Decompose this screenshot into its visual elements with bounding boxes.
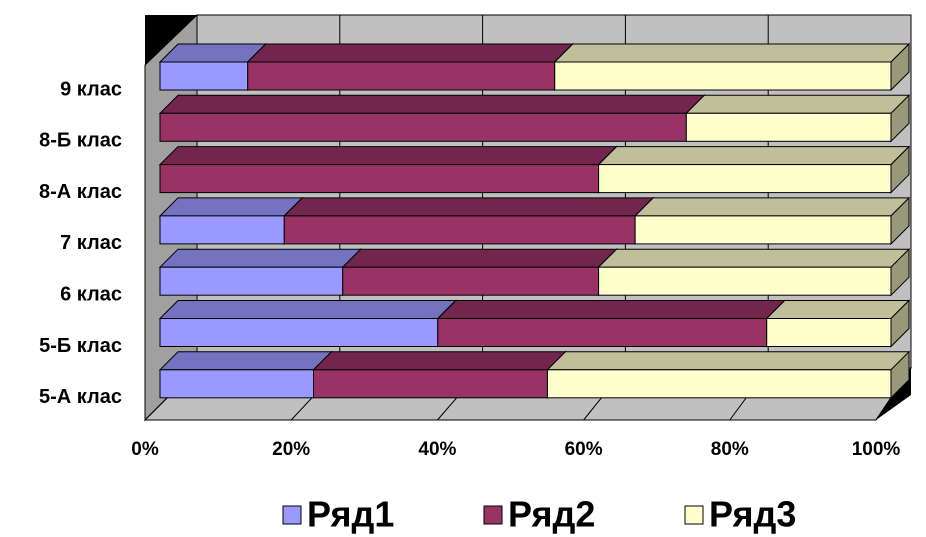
bar — [546, 369, 892, 399]
bar-top — [341, 248, 618, 268]
bar-top — [158, 248, 362, 268]
legend-swatch — [684, 505, 704, 525]
bar — [766, 318, 892, 347]
bar — [159, 266, 344, 296]
bar-top — [765, 300, 911, 319]
bar — [159, 215, 285, 245]
bar-top — [633, 197, 911, 217]
bar-top — [158, 197, 304, 217]
x-tick-label: 40% — [418, 439, 456, 460]
bar — [313, 369, 548, 399]
x-tick-label: 20% — [272, 439, 310, 460]
bar-top — [685, 94, 911, 114]
bar — [554, 61, 892, 91]
bar-top — [158, 351, 333, 371]
bar — [283, 215, 636, 245]
category-label: 9 клас — [60, 78, 122, 100]
bar — [598, 164, 892, 194]
category-label: 6 клас — [60, 283, 122, 305]
bar — [437, 318, 768, 347]
category-label: 7 клас — [60, 232, 122, 254]
legend-swatch — [282, 505, 302, 525]
bar — [159, 61, 249, 91]
bar-top — [283, 197, 655, 217]
bar-top — [597, 146, 911, 166]
x-tick-label: 0% — [131, 439, 159, 460]
bar-top — [158, 146, 618, 166]
bar-top — [158, 300, 457, 319]
bar-top — [546, 351, 911, 371]
bar-top — [246, 43, 574, 63]
x-tick-label: 80% — [711, 439, 749, 460]
bar — [342, 266, 600, 296]
legend-label: Ряд3 — [709, 494, 796, 535]
bar — [634, 215, 892, 245]
category-label: 5-А клас — [39, 386, 122, 408]
bar-top — [158, 94, 706, 114]
legend-swatch — [483, 505, 503, 525]
legend-label: Ряд2 — [508, 494, 595, 535]
bar — [247, 61, 556, 91]
bar — [159, 369, 315, 399]
bar-top — [312, 351, 567, 371]
x-tick-label: 60% — [565, 439, 603, 460]
category-label: 5-Б клас — [39, 335, 122, 357]
category-label: 8-А клас — [39, 181, 122, 203]
bar — [598, 266, 892, 296]
bar — [159, 318, 439, 347]
category-label: 8-Б клас — [39, 130, 122, 152]
bar — [685, 112, 892, 142]
bar — [159, 112, 687, 142]
x-tick-label: 100% — [852, 439, 901, 460]
bar — [159, 164, 600, 194]
legend-label: Ряд1 — [307, 494, 394, 535]
bar-top — [553, 43, 911, 63]
corner — [145, 15, 197, 65]
bar-top — [597, 248, 911, 268]
bar-top — [436, 300, 786, 319]
